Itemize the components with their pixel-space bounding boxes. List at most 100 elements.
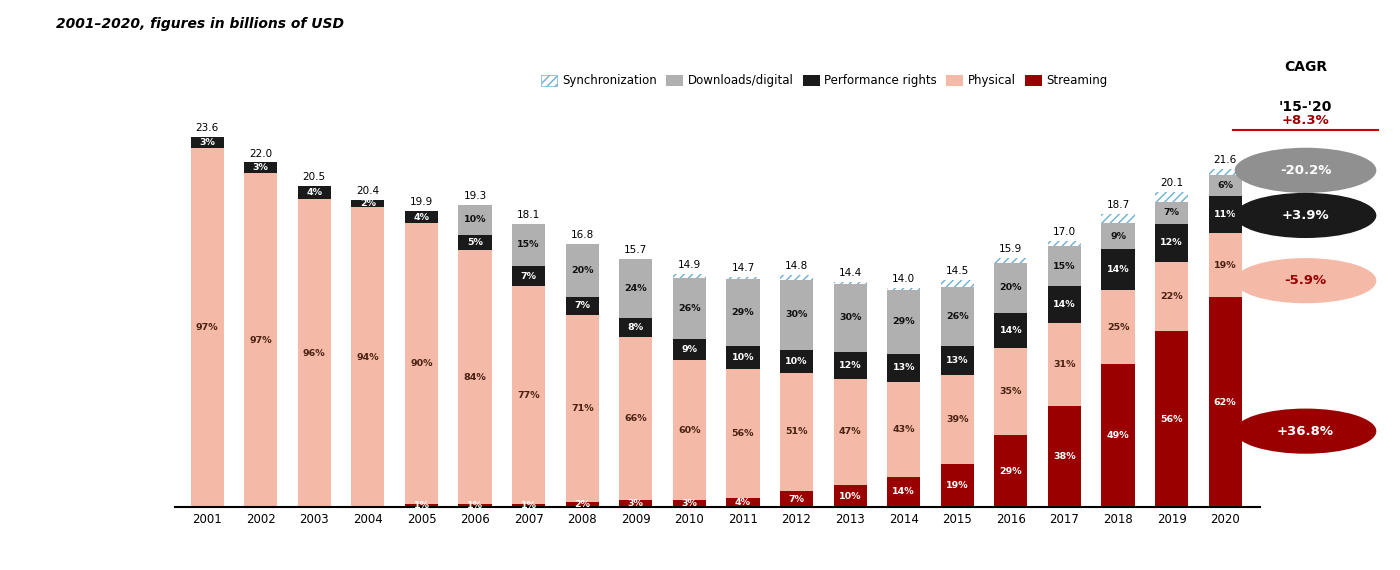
Text: 77%: 77% (518, 390, 540, 400)
Text: 56%: 56% (732, 429, 755, 438)
Bar (458, 235, 491, 250)
Bar (190, 148, 224, 507)
Text: 14.5: 14.5 (945, 266, 969, 276)
Bar (941, 287, 974, 346)
Text: 49%: 49% (1106, 431, 1130, 440)
Bar (566, 502, 599, 507)
Bar (566, 296, 599, 315)
Text: 2001–2020, figures in billions of USD: 2001–2020, figures in billions of USD (56, 17, 344, 31)
Text: 12%: 12% (1161, 238, 1183, 247)
Bar (1208, 176, 1242, 196)
Bar (994, 258, 1028, 263)
Text: 22%: 22% (1161, 292, 1183, 301)
Bar (780, 491, 813, 507)
Bar (244, 173, 277, 507)
Text: 2%: 2% (574, 500, 591, 509)
Text: 17.0: 17.0 (1053, 227, 1077, 237)
Text: 19.3: 19.3 (463, 191, 487, 201)
Bar (566, 315, 599, 502)
Bar (888, 288, 920, 290)
Text: 4%: 4% (735, 498, 750, 507)
Text: 62%: 62% (1214, 398, 1236, 407)
Bar (458, 504, 491, 507)
Ellipse shape (1235, 193, 1376, 238)
Bar (941, 346, 974, 376)
Text: 29%: 29% (892, 317, 916, 327)
Text: 11%: 11% (1214, 210, 1236, 219)
Bar (619, 259, 652, 318)
Text: 24%: 24% (624, 284, 647, 293)
Bar (1208, 169, 1242, 176)
Text: 1%: 1% (413, 501, 430, 510)
Bar (458, 250, 491, 504)
Text: +8.3%: +8.3% (1281, 113, 1330, 127)
Text: 71%: 71% (571, 404, 594, 413)
Ellipse shape (1235, 409, 1376, 454)
Bar (888, 353, 920, 382)
Text: 13%: 13% (946, 356, 969, 365)
Text: 51%: 51% (785, 428, 808, 437)
Text: 7%: 7% (1163, 208, 1180, 217)
Ellipse shape (1235, 148, 1376, 193)
Bar (351, 207, 385, 507)
Text: 23.6: 23.6 (196, 124, 218, 133)
Bar (833, 282, 867, 284)
Bar (994, 435, 1028, 507)
Bar (673, 360, 706, 500)
Text: 18.7: 18.7 (1106, 200, 1130, 210)
Text: 10%: 10% (839, 491, 861, 500)
Text: 9%: 9% (682, 345, 697, 354)
Bar (1155, 192, 1189, 202)
Bar (619, 318, 652, 337)
Bar (941, 280, 974, 287)
Text: 90%: 90% (410, 359, 433, 368)
Bar (619, 500, 652, 507)
Text: 10%: 10% (785, 357, 808, 365)
Text: 66%: 66% (624, 414, 647, 423)
Bar (1047, 241, 1081, 246)
Bar (1155, 202, 1189, 224)
Bar (727, 346, 760, 369)
Text: -20.2%: -20.2% (1280, 164, 1331, 177)
Bar (405, 504, 438, 507)
Bar (888, 288, 920, 290)
Text: 9%: 9% (1110, 231, 1126, 241)
Bar (780, 349, 813, 373)
Text: 2%: 2% (360, 199, 375, 208)
Text: 15.9: 15.9 (1000, 244, 1022, 254)
Bar (727, 277, 760, 279)
Bar (1208, 196, 1242, 233)
Bar (1102, 364, 1134, 507)
Ellipse shape (1235, 258, 1376, 303)
Bar (673, 339, 706, 360)
Text: 18.1: 18.1 (517, 210, 540, 219)
Bar (1047, 286, 1081, 323)
Text: 14.8: 14.8 (785, 262, 808, 271)
Text: 26%: 26% (946, 312, 969, 321)
Text: 20%: 20% (1000, 283, 1022, 292)
Bar (1102, 223, 1134, 249)
Bar (1155, 331, 1189, 507)
Text: 94%: 94% (357, 352, 379, 361)
Text: 31%: 31% (1053, 360, 1075, 369)
Text: 14%: 14% (1000, 326, 1022, 335)
Text: 14.4: 14.4 (839, 268, 862, 278)
Bar (512, 286, 545, 504)
Text: 19%: 19% (1214, 260, 1236, 270)
Text: 10%: 10% (732, 353, 755, 362)
Text: 26%: 26% (678, 304, 700, 314)
Bar (727, 498, 760, 507)
Bar (512, 266, 545, 286)
Bar (673, 500, 706, 507)
Text: 14.0: 14.0 (892, 274, 916, 284)
Bar (780, 280, 813, 349)
Text: 8%: 8% (627, 323, 644, 332)
Bar (405, 223, 438, 504)
Bar (941, 376, 974, 464)
Bar (1102, 214, 1134, 223)
Text: 13%: 13% (892, 364, 916, 372)
Bar (405, 211, 438, 223)
Text: 47%: 47% (839, 427, 861, 436)
Bar (727, 369, 760, 498)
Text: CAGR: CAGR (1284, 60, 1327, 74)
